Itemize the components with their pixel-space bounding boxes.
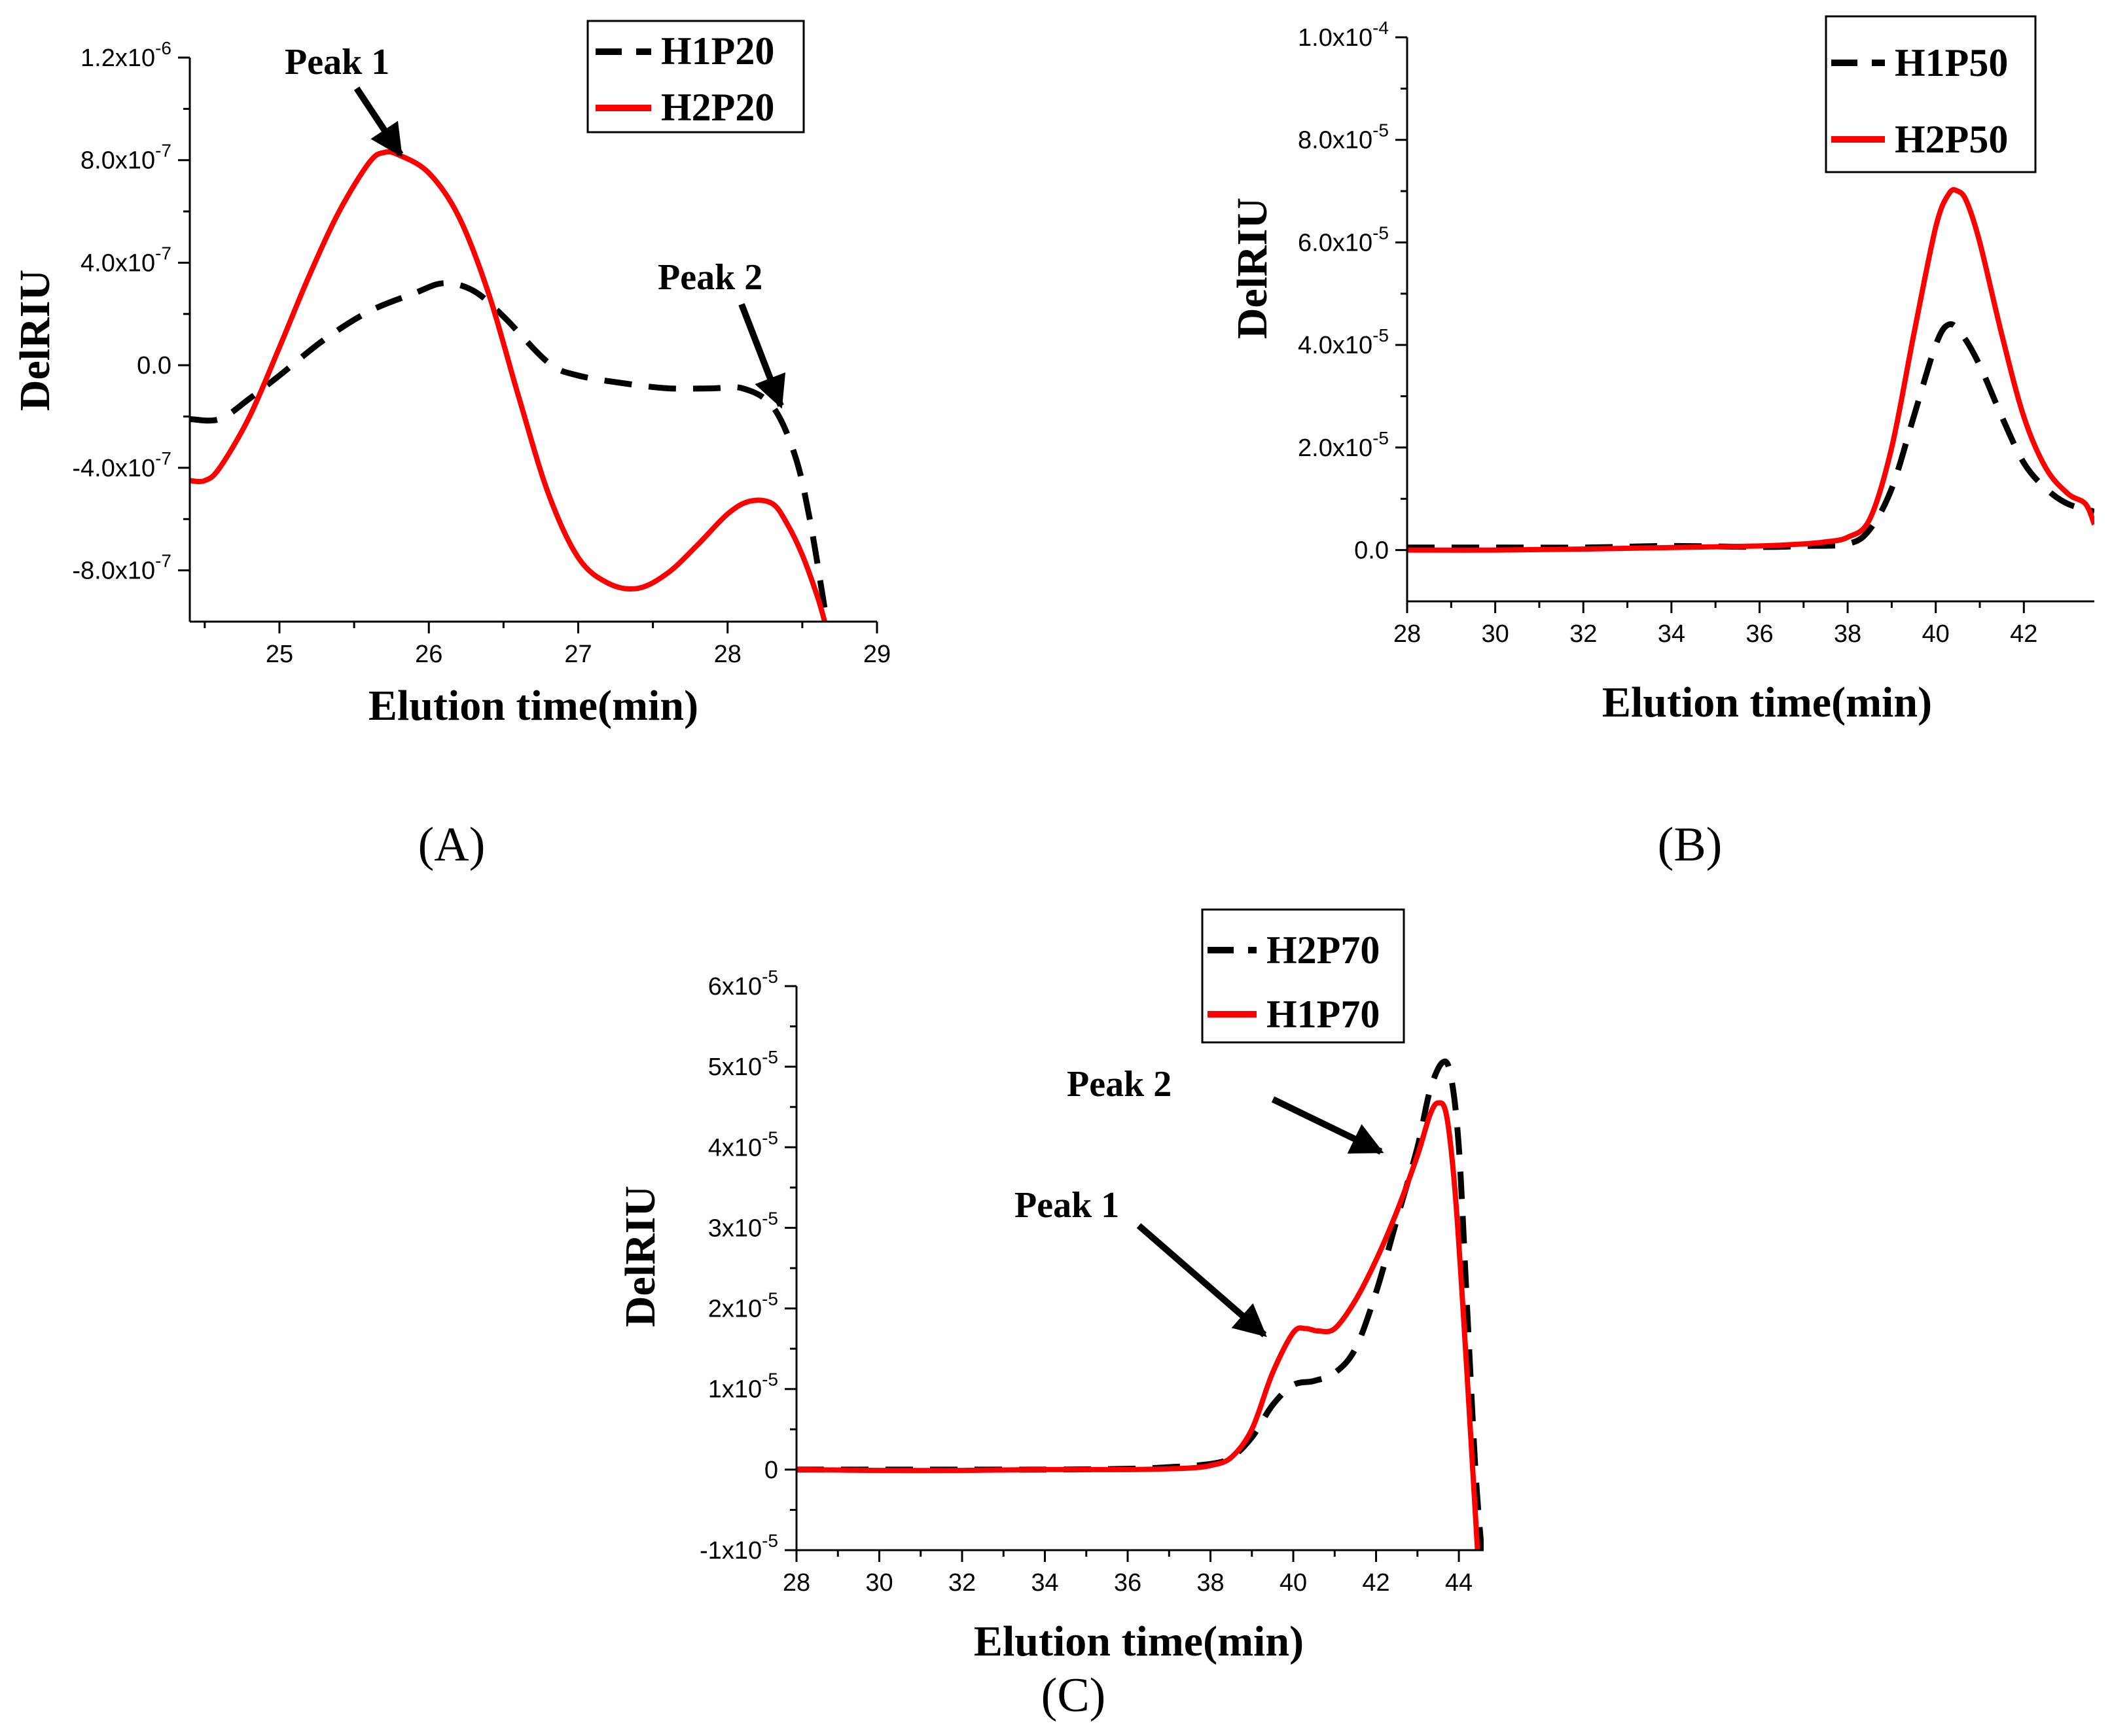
panel-c-x-tick-label: 38 [1196,1569,1224,1597]
panel-a-y-tick-label: 4.0x10-7 [81,243,171,277]
panel-c-x-tick-label: 40 [1280,1569,1307,1597]
panel-b-x-tick-label: 40 [1922,620,1950,648]
panel-b-legend-label-0: H1P50 [1895,41,2008,84]
panel-b-axes: 28 30 32 34 36 38 40 42 0.0 2.0x10-5 4.0x10-5 6.0x1… [1298,18,2094,648]
panel-b-legend-label-1: H2P50 [1895,118,2008,161]
panel-a-series-H2P20 [190,149,827,622]
panel-b-ylabel: DelRIU [1228,198,1276,339]
panel-a-annot-peak2: Peak 2 [658,257,762,298]
panel-a: 25 26 27 28 29 -8.0x10-7 -4.0x10-7 0.0 4.0x10-7 8… [11,20,891,872]
panel-c-arrow-peak2 [1271,1096,1384,1155]
panel-b-y-tick-label: 8.0x10-5 [1298,120,1389,154]
panel-c-legend-label-0: H2P70 [1266,929,1380,972]
panel-b-x-tick-label: 42 [2010,620,2037,648]
panel-b-y-tick-label: 4.0x10-5 [1298,325,1389,359]
panel-c-x-tick-label: 34 [1031,1569,1058,1597]
panel-b-series-H2P50 [1407,186,2094,553]
panel-a-arrow-peak1 [353,86,404,158]
panel-c-x-tick-label: 42 [1362,1569,1389,1597]
panel-c-y-tick-label: 1x10-5 [708,1370,778,1404]
panel-b-y-tick-label: 1.0x10-4 [1298,18,1389,52]
panel-b: 28 30 32 34 36 38 40 42 0.0 2.0x10-5 4.0x10-5 6.0x1… [1228,15,2094,872]
panel-c-series [796,1058,1484,1550]
panel-b-y-tick-label: 2.0x10-5 [1298,428,1389,462]
panel-c-x-tick-label: 28 [783,1569,810,1597]
panel-c-label: (C) [1041,1669,1106,1722]
panel-c-annot-peak1: Peak 1 [1014,1185,1119,1226]
panel-b-label: (B) [1658,818,1723,872]
panel-b-x-tick-label: 32 [1569,620,1597,648]
panel-b-xlabel: Elution time(min) [1602,679,1932,726]
panel-a-x-tick-label: 28 [714,641,742,668]
panel-b-y-tick-label: 6.0x10-5 [1298,222,1389,257]
panel-a-y-tick-label: 8.0x10-7 [81,141,171,175]
panel-a-y-tick-label: 0.0 [137,352,171,380]
panel-c-y-tick-label: 0 [764,1457,778,1484]
panel-a-x-tick-label: 26 [415,641,442,668]
panel-c-ylabel: DelRIU [617,1186,664,1327]
panel-b-y-tick-label: 0.0 [1354,537,1389,565]
panel-b-x-tick-label: 38 [1834,620,1861,648]
panel-a-x-tick-label: 25 [266,641,293,668]
panel-c-legend-box [1201,908,1405,1044]
panel-b-x-tick-label: 34 [1658,620,1685,648]
panel-a-series [190,149,828,622]
panel-a-x-tick-label: 27 [564,641,592,668]
panel-c-axes: 28 30 32 34 36 38 40 42 44 -1x10-5 0 1x10-5 2x10-5 3x… [700,966,1484,1597]
panel-a-legend-label-1: H2P20 [661,86,774,129]
panel-c-x-tick-label: 32 [948,1569,976,1597]
panel-c-y-tick-label: 3x10-5 [708,1208,778,1242]
panel-c-series-H1P70 [796,1100,1480,1550]
panel-c-x-tick-label: 36 [1114,1569,1141,1597]
panel-a-y-tick-label: -8.0x10-7 [72,551,171,585]
panel-c-legend: H2P70 H1P70 [1201,908,1405,1044]
panel-a-xlabel: Elution time(min) [368,682,698,730]
panel-b-series-H1P50 [1407,321,2094,551]
panel-a-legend-label-0: H1P20 [661,29,774,73]
panel-b-x-tick-label: 36 [1745,620,1773,648]
panel-c-xlabel: Elution time(min) [974,1618,1304,1665]
panel-c-y-tick-label: -1x10-5 [700,1531,778,1565]
panel-a-label: (A) [418,818,486,872]
panel-b-legend-box [1825,15,2037,173]
panel-a-annot-peak1: Peak 1 [285,42,389,82]
panel-c-y-tick-label: 4x10-5 [708,1127,778,1161]
panel-a-axes: 25 26 27 28 29 -8.0x10-7 -4.0x10-7 0.0 4.0x10-7 8… [72,38,891,668]
panel-a-y-tick-label: 1.2x10-6 [81,38,171,72]
panel-c-y-tick-label: 5x10-5 [708,1047,778,1081]
panel-b-x-tick-label: 30 [1481,620,1509,648]
panel-a-legend-box [586,20,805,133]
panel-b-x-tick-label: 28 [1393,620,1421,648]
panel-c-x-tick-label: 44 [1445,1569,1473,1597]
panel-c: 28 30 32 34 36 38 40 42 44 -1x10-5 0 1x10-5 2x10-5 3x… [617,908,1484,1722]
panel-a-legend: H1P20 H2P20 [586,20,805,133]
panel-c-arrow-peak1 [1136,1223,1267,1337]
panel-c-series-H2P70 [796,1058,1484,1550]
panel-b-series [1407,186,2094,553]
panel-c-y-tick-label: 2x10-5 [708,1289,778,1323]
panel-a-series-H1P20 [190,280,828,610]
panel-a-ylabel: DelRIU [11,270,59,411]
panel-c-annot-peak2: Peak 2 [1067,1064,1172,1105]
panel-a-arrow-peak2 [738,303,786,409]
panel-a-y-tick-label: -4.0x10-7 [72,448,171,482]
panel-c-x-tick-label: 30 [865,1569,893,1597]
panel-a-x-tick-label: 29 [863,641,891,668]
panel-c-legend-label-1: H1P70 [1266,993,1380,1036]
panel-c-y-tick-label: 6x10-5 [708,966,778,1001]
panel-b-legend: H1P50 H2P50 [1825,15,2037,173]
